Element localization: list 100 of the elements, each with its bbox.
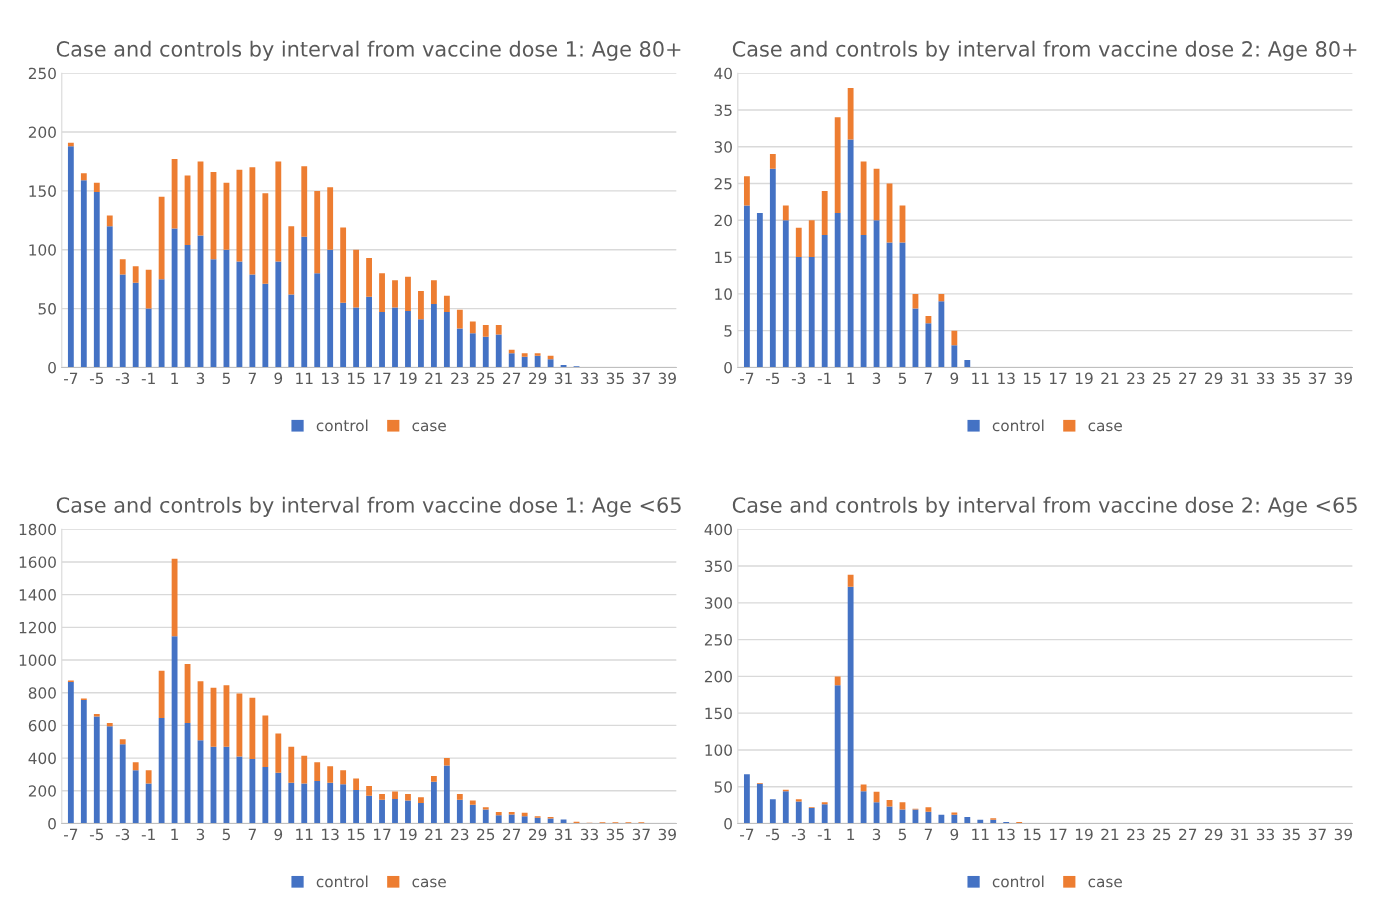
chart-title: Case and controls by interval from vaccine dose 1: Age <65	[56, 496, 681, 517]
x-tick-label: 33	[580, 828, 598, 841]
legend-label: control	[992, 875, 1044, 888]
x-tick-label: 33	[1256, 372, 1275, 385]
x-tick-label: 25	[1153, 372, 1171, 385]
legend-label: case	[1088, 422, 1122, 432]
chart-title: Case and controls by interval from vaccine dose 2: Age 80+	[732, 40, 1357, 61]
x-tick-label: 25	[1153, 828, 1171, 841]
x-tick-label: 11	[972, 828, 989, 840]
x-tick-label: 3	[196, 372, 205, 385]
x-tick-label: 39	[1334, 828, 1352, 841]
x-tick-label: 37	[1308, 828, 1326, 841]
y-tick-label: 30	[714, 141, 732, 153]
y-tick-label: 40	[714, 67, 732, 80]
x-tick-label: 7	[924, 372, 932, 384]
x-tick-label: -1	[141, 372, 155, 384]
y-tick-label: 150	[705, 707, 732, 720]
x-tick-label: 5	[222, 372, 230, 385]
x-tick-label: -5	[765, 828, 780, 841]
y-tick-label: 400	[704, 523, 732, 536]
x-tick-label: 5	[898, 828, 907, 841]
x-tick-label: 5	[898, 372, 907, 385]
x-tick-label: 29	[1205, 372, 1223, 385]
x-tick-label: 3	[196, 828, 205, 841]
x-tick-label: 13	[998, 828, 1015, 841]
x-tick-label: 15	[348, 372, 365, 385]
x-tick-label: 23	[451, 828, 469, 841]
x-tick-label: 39	[658, 372, 676, 385]
chart-title: Case and controls by interval from vaccine dose 1: Age 80+	[56, 40, 681, 61]
x-tick-label: 31	[1231, 372, 1248, 385]
x-tick-label: 29	[529, 372, 547, 385]
x-tick-label: 13	[998, 372, 1015, 385]
y-tick-label: 250	[704, 634, 732, 646]
x-tick-label: 21	[1101, 372, 1119, 384]
x-tick-label: 23	[1127, 372, 1145, 385]
x-tick-label: 35	[606, 828, 624, 841]
x-tick-label: -3	[115, 372, 130, 385]
x-tick-label: 9	[274, 828, 283, 841]
x-tick-label: 15	[348, 828, 365, 841]
y-tick-label: 50	[38, 303, 56, 315]
legend-label: case	[412, 878, 446, 888]
y-tick-label: 350	[704, 560, 732, 573]
x-tick-label: -7	[740, 372, 754, 384]
x-tick-label: 39	[1334, 372, 1352, 385]
x-tick-label: 31	[555, 828, 572, 841]
x-tick-label: -1	[817, 828, 831, 840]
y-tick-label: 35	[714, 104, 732, 116]
x-tick-label: 29	[529, 828, 547, 841]
x-tick-label: -5	[89, 372, 104, 385]
x-tick-label: 19	[1075, 372, 1093, 385]
x-tick-label: 17	[1050, 372, 1067, 384]
y-tick-label: 50	[714, 781, 732, 793]
x-tick-label: 21	[425, 828, 443, 840]
x-tick-label: 25	[477, 828, 495, 841]
x-tick-label: 31	[555, 372, 572, 385]
y-tick-label: 1000	[19, 654, 56, 667]
y-tick-label: 25	[714, 178, 732, 190]
legend-label: control	[992, 419, 1044, 432]
y-tick-label: 0	[724, 361, 732, 374]
x-tick-label: 1	[171, 828, 179, 840]
x-tick-label: 29	[1205, 828, 1223, 841]
x-tick-label: 1	[847, 372, 855, 384]
x-tick-label: 11	[296, 372, 313, 384]
x-tick-label: 7	[924, 828, 932, 840]
x-tick-label: 19	[399, 372, 417, 385]
y-tick-label: 600	[28, 719, 56, 732]
chart-title: Case and controls by interval from vaccine dose 2: Age <65	[732, 496, 1357, 517]
y-tick-label: 15	[715, 251, 732, 264]
x-tick-label: 17	[374, 372, 391, 384]
y-tick-label: 20	[714, 214, 732, 227]
y-tick-label: 150	[29, 185, 56, 197]
x-tick-label: 27	[503, 372, 521, 384]
x-tick-label: -1	[141, 828, 155, 840]
x-tick-label: 27	[1179, 828, 1197, 840]
legend-label: case	[412, 422, 446, 432]
y-tick-label: 0	[48, 361, 56, 374]
x-tick-label: 27	[503, 828, 521, 840]
x-tick-label: 3	[872, 828, 881, 841]
x-tick-label: 37	[632, 828, 650, 841]
y-tick-label: 1600	[19, 556, 56, 568]
y-tick-label: 200	[28, 785, 56, 797]
y-tick-label: 200	[28, 126, 56, 139]
x-tick-label: 21	[425, 372, 443, 384]
x-tick-label: -5	[765, 372, 780, 385]
y-tick-label: 100	[29, 244, 56, 256]
x-tick-label: 35	[1282, 372, 1300, 385]
x-tick-label: -3	[791, 372, 806, 385]
x-tick-label: 9	[950, 372, 959, 385]
x-tick-label: 17	[1050, 828, 1067, 840]
y-tick-label: 1800	[19, 523, 56, 536]
x-tick-label: 9	[274, 372, 283, 385]
x-tick-label: -5	[89, 828, 104, 841]
y-tick-label: 10	[715, 288, 732, 300]
legend-label: control	[316, 419, 368, 432]
x-tick-label: 15	[1024, 372, 1041, 385]
x-tick-label: 35	[1282, 828, 1300, 841]
x-tick-label: 7	[248, 828, 256, 840]
y-tick-label: 200	[704, 670, 732, 683]
x-tick-label: 25	[477, 372, 495, 385]
x-tick-label: 1	[847, 828, 855, 840]
